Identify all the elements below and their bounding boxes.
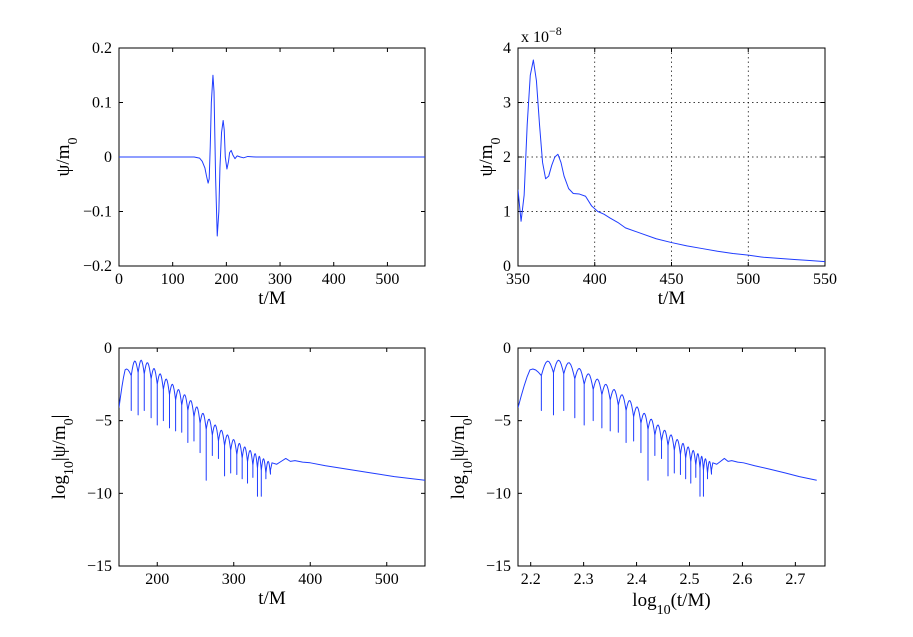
y-axis-label-main: ψ/m <box>53 144 74 176</box>
x-tick-label: 200 <box>145 571 169 588</box>
y-tick-label: 2 <box>503 149 511 166</box>
y-tick-label: 4 <box>503 40 511 57</box>
x-tick-label: 400 <box>322 271 346 288</box>
x-tick-label: 550 <box>813 271 837 288</box>
x-tick-label: 400 <box>298 571 322 588</box>
x-tick-label: 2.4 <box>627 571 647 588</box>
x-tick-label: 0 <box>115 271 123 288</box>
y-axis-label: log10|ψ/m0| <box>448 415 476 500</box>
x-tick-label: 100 <box>161 271 185 288</box>
x-axis-label-rest: (t/M) <box>671 590 711 611</box>
y-tick-label: 0 <box>503 258 511 275</box>
y-axis-label-main: ψ/m <box>476 144 497 176</box>
x-axis-label-text: t/M <box>258 288 286 309</box>
y-axis-label-end: | <box>448 415 469 419</box>
x-tick-label: 2.2 <box>521 571 541 588</box>
y-exponent-base: x 10 <box>521 29 549 46</box>
x-tick-label: 400 <box>583 271 607 288</box>
series-line-bottom-left <box>119 359 425 497</box>
axes-frame <box>517 347 826 567</box>
y-tick-label: 0 <box>104 149 112 166</box>
y-axis-label: ψ/m0 <box>476 138 504 177</box>
y-tick-label: 0.2 <box>92 40 112 57</box>
y-axis-label-end: | <box>49 415 70 419</box>
x-tick-label: 2.6 <box>732 571 752 588</box>
x-tick-label: 500 <box>375 571 399 588</box>
y-tick-label: 1 <box>503 204 511 221</box>
x-tick-label: 2.5 <box>679 571 699 588</box>
x-tick-label: 300 <box>268 271 292 288</box>
x-tick-label: 2.7 <box>785 571 805 588</box>
y-axis-label-sub2: 0 <box>461 418 476 425</box>
y-axis-label-sub: 10 <box>62 461 77 475</box>
y-axis-label-sub: 0 <box>489 138 504 145</box>
x-axis-label: t/M <box>658 288 686 309</box>
y-tick-label: −10 <box>486 485 511 502</box>
y-axis-label-main: log <box>49 475 70 500</box>
y-axis-label-rest: |ψ/m <box>49 425 70 461</box>
y-tick-label: 0 <box>104 340 112 357</box>
y-tick-label: 3 <box>503 95 511 112</box>
y-exponent-label: x 10−8 <box>521 24 562 46</box>
x-axis-label-text: t/M <box>258 588 286 609</box>
x-tick-label: 450 <box>660 271 684 288</box>
y-tick-label: −15 <box>87 558 112 575</box>
y-tick-label: −15 <box>486 558 511 575</box>
y-tick-label: 0.1 <box>92 95 112 112</box>
y-axis-label: ψ/m0 <box>53 138 81 177</box>
y-tick-label: 0 <box>503 340 511 357</box>
x-axis-label: t/M <box>258 588 286 609</box>
x-tick-label: 2.3 <box>574 571 594 588</box>
x-axis-label: log10(t/M) <box>632 590 710 618</box>
y-axis-label-rest: |ψ/m <box>448 425 469 461</box>
y-axis-label-sub2: 0 <box>62 418 77 425</box>
y-tick-label: −5 <box>95 413 112 430</box>
y-tick-label: −5 <box>494 413 511 430</box>
x-tick-label: 350 <box>506 271 530 288</box>
x-axis-label-sub: 10 <box>657 603 671 618</box>
x-axis-label-main: log <box>632 590 657 611</box>
x-axis-label: t/M <box>258 288 286 309</box>
y-axis-label-main: log <box>448 475 469 500</box>
series-line-top-right <box>518 59 825 263</box>
y-exponent-power: −8 <box>549 24 562 38</box>
y-axis-label: log10|ψ/m0| <box>49 415 77 500</box>
x-axis-label-text: t/M <box>658 288 686 309</box>
y-axis-label-sub: 10 <box>461 461 476 475</box>
x-tick-label: 300 <box>222 571 246 588</box>
chart-top-left: 0 100 200 300 400 500−0.2−0.100.10.2t/Mψ/m0 <box>53 40 426 309</box>
axes-frame <box>118 347 426 567</box>
series-line-top-left <box>119 74 425 237</box>
x-tick-label: 500 <box>375 271 399 288</box>
series-line-bottom-right <box>518 359 817 497</box>
y-axis-label-sub: 0 <box>66 138 81 145</box>
y-tick-label: −0.1 <box>83 204 112 221</box>
chart-bottom-right: 2.2 2.3 2.4 2.5 2.6 2.7−15−10−50log10(t/M)log… <box>448 340 826 618</box>
y-tick-label: −0.2 <box>83 258 112 275</box>
x-tick-label: 200 <box>214 271 238 288</box>
y-tick-label: −10 <box>87 485 112 502</box>
x-tick-label: 500 <box>736 271 760 288</box>
